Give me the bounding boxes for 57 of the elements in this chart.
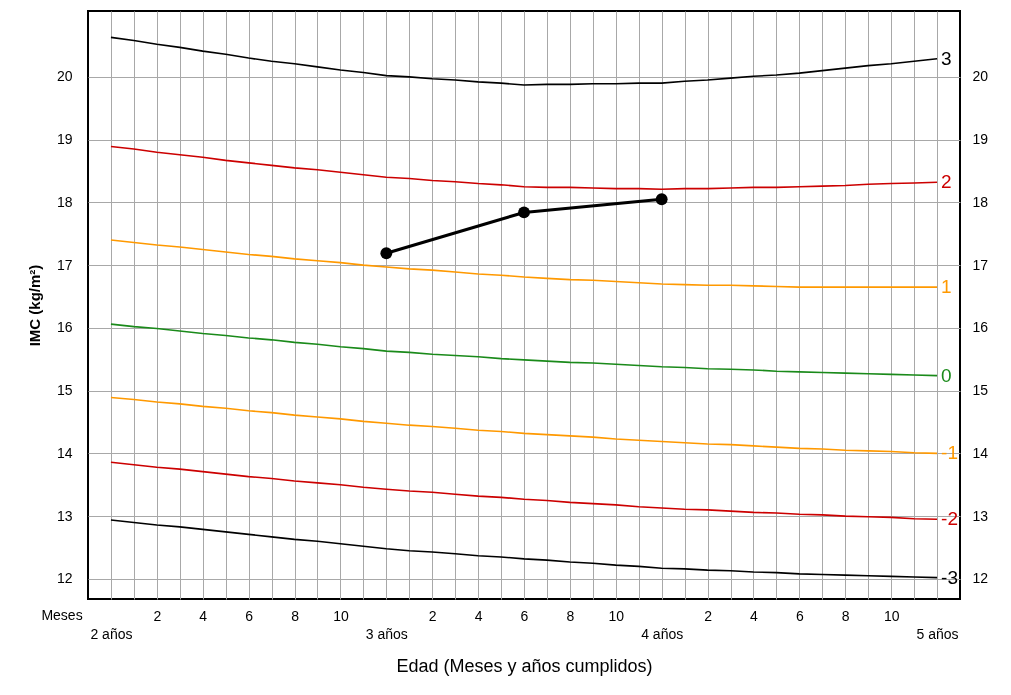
x-tick-label: 4 bbox=[199, 607, 208, 624]
line-series bbox=[110, 323, 938, 377]
line-series bbox=[110, 36, 938, 86]
text: Meses bbox=[41, 607, 83, 623]
x-tick-label: 2 bbox=[153, 607, 162, 624]
y-tick-label: 20 bbox=[56, 68, 73, 85]
x-tick-label: 2 años bbox=[90, 625, 133, 642]
y2-tick-label: 19 bbox=[972, 131, 989, 148]
point bbox=[380, 247, 393, 260]
y2-tick-label: 13 bbox=[972, 507, 989, 524]
x-tick-label: 5 años bbox=[916, 625, 959, 642]
series-label: 3 bbox=[941, 47, 952, 69]
x-tick-label: 2 bbox=[428, 607, 437, 624]
y2-tick-label: 20 bbox=[972, 68, 989, 85]
y-tick-label: 14 bbox=[56, 444, 73, 461]
x-tick-label: 6 bbox=[795, 607, 804, 624]
y-tick-label: 15 bbox=[56, 382, 73, 399]
x-tick-label: 8 bbox=[841, 607, 850, 624]
point bbox=[655, 193, 668, 206]
y-tick-label: 19 bbox=[56, 131, 73, 148]
y-tick-label: 16 bbox=[56, 319, 73, 336]
x-tick-label: 8 bbox=[291, 607, 300, 624]
series-label: 1 bbox=[941, 276, 952, 298]
series-label: -1 bbox=[941, 442, 958, 464]
line-series bbox=[110, 519, 938, 579]
y2-tick-label: 12 bbox=[972, 570, 989, 587]
x-tick-label: 3 años bbox=[365, 625, 408, 642]
x-tick-label: 10 bbox=[608, 607, 625, 624]
y2-tick-label: 16 bbox=[972, 319, 989, 336]
x-tick-label: 4 años bbox=[641, 625, 684, 642]
x-tick-label: 8 bbox=[566, 607, 575, 624]
line-series bbox=[110, 239, 938, 288]
series-label: 2 bbox=[941, 171, 952, 193]
series-label: -2 bbox=[941, 508, 958, 530]
x-tick-label: 6 bbox=[245, 607, 254, 624]
line-series bbox=[110, 461, 938, 521]
x-tick-label: 4 bbox=[750, 607, 759, 624]
y2-tick-label: 14 bbox=[972, 444, 989, 461]
series-label: -3 bbox=[941, 566, 958, 588]
x-tick-label: 10 bbox=[883, 607, 900, 624]
y-tick-label: 13 bbox=[56, 507, 73, 524]
x-tick-label: 10 bbox=[333, 607, 349, 624]
y-tick-label: 17 bbox=[56, 256, 73, 273]
x-tick-label: 4 bbox=[474, 607, 483, 624]
y2-tick-label: 15 bbox=[972, 382, 989, 399]
line-series bbox=[110, 145, 938, 191]
x-tick-label: 2 bbox=[704, 607, 713, 624]
y-tick-label: 12 bbox=[56, 570, 73, 587]
x-axis-title: Edad (Meses y años cumplidos) bbox=[396, 655, 653, 676]
y-tick-label: 18 bbox=[56, 193, 73, 210]
y2-tick-label: 18 bbox=[972, 193, 989, 210]
series-label: 0 bbox=[941, 364, 952, 386]
x-tick-label: 6 bbox=[520, 607, 529, 624]
y-axis-title: IMC (kg/m²) bbox=[25, 264, 43, 347]
y2-tick-label: 17 bbox=[972, 256, 989, 273]
point bbox=[518, 206, 530, 219]
line-series bbox=[110, 396, 938, 455]
